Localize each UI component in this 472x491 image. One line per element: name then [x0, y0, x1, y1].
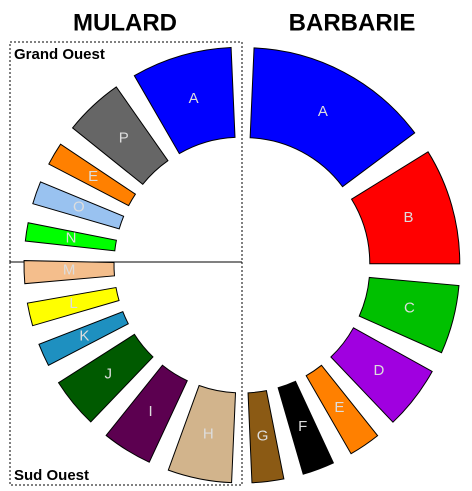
segment-label: A [189, 90, 199, 107]
segment-label: M [63, 262, 76, 279]
segment-label: B [403, 209, 413, 226]
segment-label: K [79, 327, 89, 344]
segment [249, 47, 416, 188]
segment [330, 327, 433, 423]
segment-label: H [203, 426, 214, 443]
segment [57, 333, 154, 423]
segment [38, 311, 129, 367]
segment-label: L [69, 295, 77, 312]
segment-label: A [318, 103, 328, 120]
segment [48, 143, 137, 207]
segment [305, 364, 379, 455]
segment [247, 390, 285, 484]
region-box [9, 261, 243, 486]
segment [26, 286, 120, 327]
segment [350, 151, 461, 265]
segment [24, 222, 117, 252]
segment-label: J [105, 366, 113, 383]
segment [167, 384, 237, 484]
segment [358, 276, 460, 354]
segment [105, 364, 188, 463]
segment [133, 46, 236, 155]
chart-title: BARBARIE [289, 9, 416, 36]
segment-label: N [66, 230, 77, 247]
segment-label: O [73, 199, 85, 216]
segment-label: G [257, 428, 269, 445]
segment [277, 380, 335, 475]
region-label: Sud Ouest [14, 467, 89, 484]
segment [23, 260, 116, 285]
segment-label: C [404, 299, 415, 316]
chart-title: MULARD [73, 9, 177, 36]
segment [32, 181, 125, 230]
segment [71, 86, 169, 185]
segment-label: P [119, 130, 129, 147]
region-label: Grand Ouest [14, 46, 105, 63]
segment-label: F [298, 418, 307, 435]
segment-label: E [334, 399, 344, 416]
segment-label: D [373, 362, 384, 379]
segment-label: I [149, 403, 153, 420]
segment-label: E [88, 168, 98, 185]
